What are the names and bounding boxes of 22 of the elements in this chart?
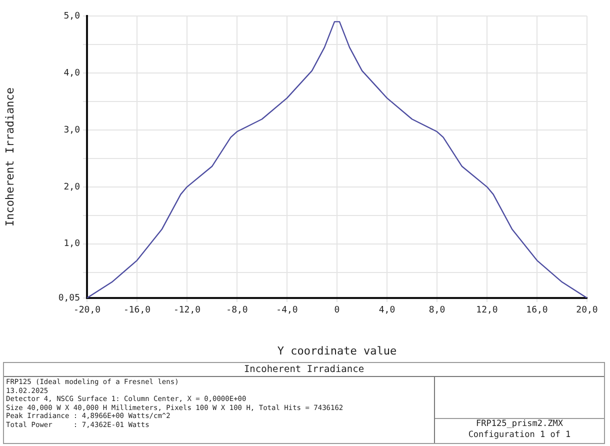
x-tick-label: 8,0 bbox=[428, 306, 446, 316]
x-tick-label: -12,0 bbox=[173, 306, 201, 316]
x-tick-label: 20,0 bbox=[576, 306, 598, 316]
text: Incoherent Irradiance bbox=[4, 363, 604, 377]
x-tick-label: 0 bbox=[334, 306, 340, 316]
y-axis-title: Incoherent Irradiance bbox=[3, 87, 16, 227]
text: FRP125_prism2.ZMX bbox=[475, 419, 564, 430]
x-tick-label: -16,0 bbox=[123, 306, 151, 316]
y-tick-label: 3,0 bbox=[64, 125, 80, 136]
y-tick-label: 4,0 bbox=[64, 68, 80, 78]
x-tick-label: 12,0 bbox=[476, 306, 498, 316]
text: Configuration 1 of 1 bbox=[467, 430, 572, 441]
x-tick-label: 16,0 bbox=[526, 306, 548, 316]
y-tick-label: 1,0 bbox=[64, 239, 80, 250]
x-axis-title: Y coordinate value bbox=[277, 344, 397, 358]
x-tick-label: -4,0 bbox=[276, 306, 298, 316]
y-tick-label: 0,05 bbox=[58, 293, 80, 304]
x-tick-label: -20,0 bbox=[73, 306, 101, 316]
y-tick-label: 5,0 bbox=[64, 11, 80, 22]
x-tick-label: 4,0 bbox=[378, 306, 396, 316]
y-tick-label: 2,0 bbox=[64, 182, 80, 192]
x-tick-label: -8,0 bbox=[226, 306, 248, 316]
